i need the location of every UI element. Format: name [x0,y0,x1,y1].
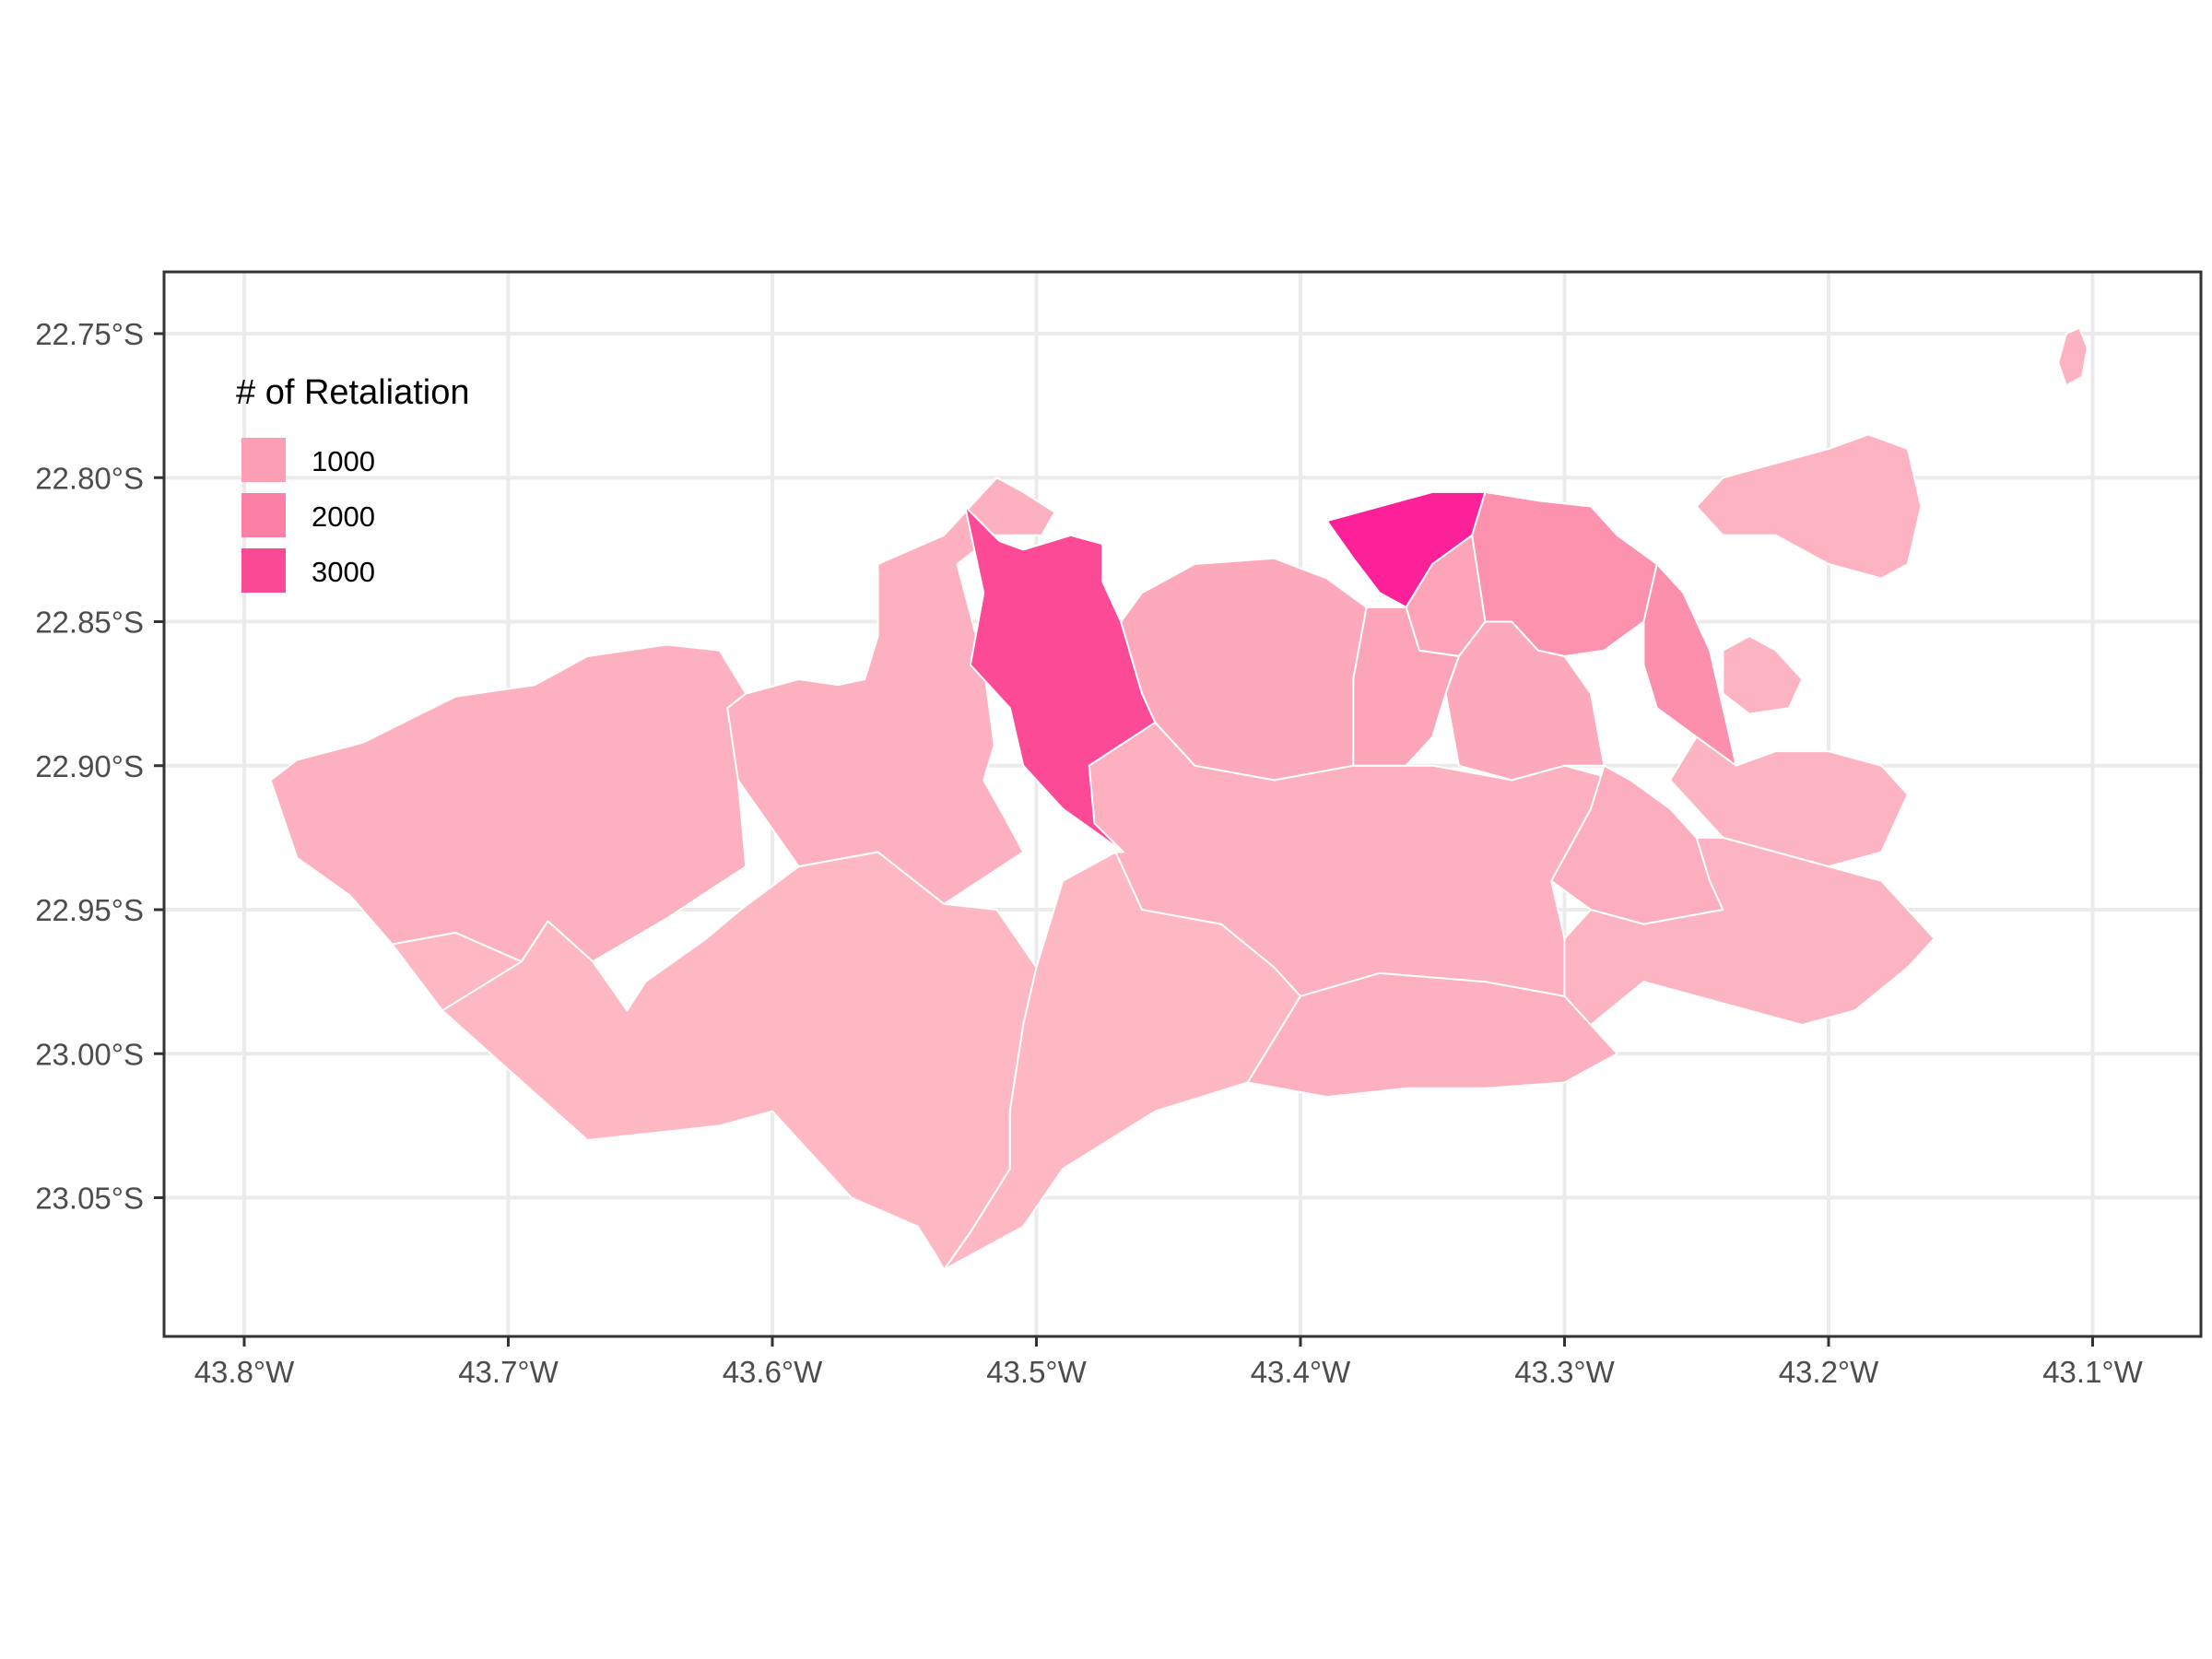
legend-label: 2000 [312,500,375,533]
legend-swatch [241,548,286,593]
region-meier [1444,620,1606,782]
regions [269,326,2088,1271]
region-governador-island [1695,433,1923,580]
y-tick-label: 23.00°S [35,1037,144,1071]
panel-border [162,270,2203,1338]
x-tick-label: 43.4°W [1251,1355,1351,1389]
y-tick-label: 22.90°S [35,749,144,783]
region-guaratiba [441,851,1038,1271]
legend-title: # of Retaliation [236,373,470,412]
legend-items: 1000 2000 3000 [241,438,375,593]
legend-label: 3000 [312,556,375,588]
region-ilha-do-fundao [1722,635,1804,715]
x-axis-ticks: 43.8°W 43.7°W 43.6°W 43.5°W 43.4°W 43.3°W 43.2… [194,1336,2144,1389]
x-tick-label: 43.2°W [1779,1355,1879,1389]
x-tick-label: 43.6°W [723,1355,823,1389]
x-tick-label: 43.7°W [458,1355,559,1389]
legend: # of Retaliation 1000 2000 3000 [236,373,470,593]
y-tick-label: 23.05°S [35,1182,144,1216]
x-tick-label: 43.3°W [1514,1355,1615,1389]
region-realengo [1120,557,1368,782]
x-tick-label: 43.8°W [194,1355,295,1389]
x-tick-label: 43.5°W [986,1355,1087,1389]
legend-label: 1000 [312,445,375,477]
legend-swatch [241,493,286,537]
region-zona-sul [1563,836,1936,1026]
legend-swatch [241,438,286,482]
y-tick-label: 22.75°S [35,317,144,351]
y-axis-ticks: 22.75°S 22.80°S 22.85°S 22.90°S 22.95°S 23.00… [35,317,164,1216]
region-paqueta [2057,326,2088,387]
y-tick-label: 22.80°S [35,461,144,495]
y-tick-label: 22.85°S [35,606,144,640]
x-tick-label: 43.1°W [2042,1355,2143,1389]
y-tick-label: 22.95°S [35,893,144,927]
